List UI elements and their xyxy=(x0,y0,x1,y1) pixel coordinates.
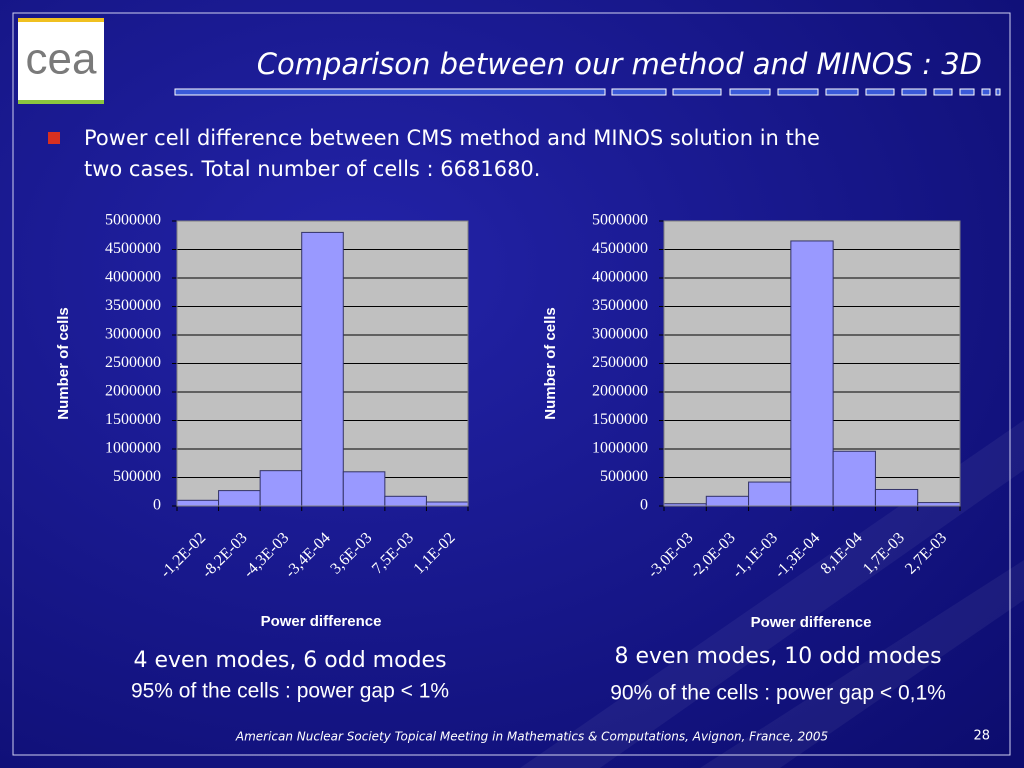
bar xyxy=(259,470,303,507)
y-tick-label: 4500000 xyxy=(105,240,161,257)
bar xyxy=(832,450,876,507)
footer: American Nuclear Society Topical Meeting… xyxy=(235,730,828,744)
title-rule xyxy=(174,88,1001,96)
slide-title: Comparison between our method and MINOS … xyxy=(257,47,982,81)
bar xyxy=(301,231,344,507)
bullet-text: Power cell difference between CMS method… xyxy=(84,126,820,150)
caption: 4 even modes, 6 odd modes xyxy=(133,648,446,673)
y-tick-label: 2000000 xyxy=(592,383,648,400)
logo-stripe xyxy=(18,18,104,22)
bar xyxy=(176,499,220,507)
bar xyxy=(874,488,919,507)
bar xyxy=(748,481,792,507)
bar xyxy=(425,501,469,507)
y-tick-label: 5000000 xyxy=(105,212,161,229)
y-tick-label: 1500000 xyxy=(592,411,648,428)
y-tick-label: 2500000 xyxy=(105,354,161,371)
y-tick-label: 500000 xyxy=(113,468,161,485)
bar xyxy=(917,502,961,507)
y-tick-label: 0 xyxy=(640,497,648,514)
bullet-marker xyxy=(48,132,60,144)
y-tick-label: 4500000 xyxy=(592,240,648,257)
logo-text: cea xyxy=(26,35,97,84)
plot-border xyxy=(176,220,469,507)
x-axis-title: Power difference xyxy=(261,613,382,630)
bar xyxy=(218,490,261,507)
background-streak xyxy=(700,560,1024,768)
x-axis-title: Power difference xyxy=(751,614,872,631)
caption: 8 even modes, 10 odd modes xyxy=(614,644,941,669)
y-tick-label: 3000000 xyxy=(105,326,161,343)
bar xyxy=(705,495,750,507)
y-tick-label: 1000000 xyxy=(592,440,648,457)
y-tick-label: 1500000 xyxy=(105,411,161,428)
page-number: 28 xyxy=(973,729,990,744)
bar xyxy=(342,471,386,507)
y-tick-label: 3000000 xyxy=(592,326,648,343)
caption: 95% of the cells : power gap < 1% xyxy=(131,680,449,703)
plot-border xyxy=(663,220,961,507)
y-axis-title: Number of cells xyxy=(542,307,559,420)
y-tick-label: 3500000 xyxy=(592,297,648,314)
y-tick-label: 4000000 xyxy=(592,269,648,286)
bullet-text: two cases. Total number of cells : 66816… xyxy=(84,157,540,181)
y-axis-title: Number of cells xyxy=(55,307,72,420)
bar xyxy=(790,240,834,507)
y-tick-label: 5000000 xyxy=(592,212,648,229)
logo-box xyxy=(18,18,104,104)
y-tick-label: 1000000 xyxy=(105,440,161,457)
background-streak xyxy=(520,420,1024,768)
y-tick-label: 3500000 xyxy=(105,297,161,314)
caption: 90% of the cells : power gap < 0,1% xyxy=(610,682,946,705)
y-tick-label: 500000 xyxy=(600,468,648,485)
y-tick-label: 0 xyxy=(153,497,161,514)
y-tick-label: 2500000 xyxy=(592,354,648,371)
logo-stripe xyxy=(18,100,104,104)
y-tick-label: 4000000 xyxy=(105,269,161,286)
y-tick-label: 2000000 xyxy=(105,383,161,400)
bar xyxy=(384,495,427,507)
slide-frame xyxy=(12,12,1011,756)
